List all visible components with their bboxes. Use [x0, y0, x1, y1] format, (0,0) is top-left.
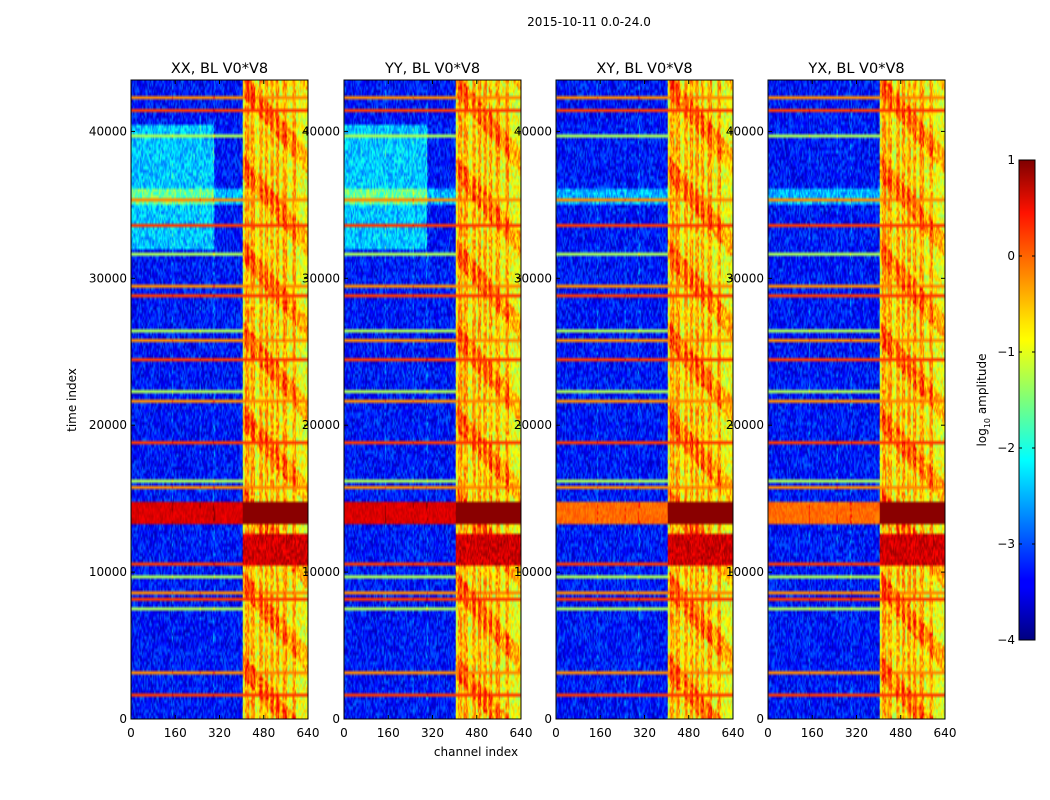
colorbar-label: log10 amplitude	[975, 354, 992, 447]
colorbar-tick-label: 0	[1007, 249, 1015, 263]
y-tick-label: 30000	[726, 271, 764, 285]
y-tick-label: 10000	[302, 565, 340, 579]
y-tick-label: 20000	[302, 418, 340, 432]
y-tick-label: 30000	[514, 271, 552, 285]
x-tick-label: 0	[764, 726, 772, 740]
heatmap-image	[768, 80, 945, 719]
x-tick-label: 160	[377, 726, 400, 740]
panel-title: YX, BL V0*V8	[807, 61, 904, 77]
panel-4: YX, BL V0*V8 0 160 320 480 640 0 10000 20000 3000…	[726, 61, 957, 740]
x-tick-label: 320	[633, 726, 656, 740]
colorbar-tick-label: −4	[997, 633, 1015, 647]
y-tick-label: 10000	[514, 565, 552, 579]
x-tick-label: 160	[589, 726, 612, 740]
colorbar-tick-label: −3	[997, 537, 1015, 551]
x-tick-label: 160	[164, 726, 187, 740]
y-tick-label: 40000	[726, 124, 764, 138]
colorbar-tick-label: −1	[997, 345, 1015, 359]
y-tick-label: 20000	[726, 418, 764, 432]
y-tick-label: 0	[756, 712, 764, 726]
y-tick-label: 20000	[89, 418, 127, 432]
panel-title: YY, BL V0*V8	[384, 61, 480, 77]
colorbar: 1 0 −1 −2 −3 −4 log10 amplitude	[975, 153, 1036, 647]
y-tick-label: 30000	[89, 271, 127, 285]
x-tick-label: 480	[677, 726, 700, 740]
colorbar-tick-label: −2	[997, 441, 1015, 455]
x-tick-label: 160	[801, 726, 824, 740]
panel-title: XX, BL V0*V8	[171, 61, 268, 77]
y-tick-label: 0	[119, 712, 127, 726]
panel-title: XY, BL V0*V8	[596, 61, 692, 77]
y-tick-label: 0	[544, 712, 552, 726]
x-tick-label: 320	[208, 726, 231, 740]
y-axis-label: time index	[65, 368, 79, 432]
x-tick-label: 640	[297, 726, 320, 740]
panel-3: XY, BL V0*V8 0 160 320 480 640 0 10000 20000 3000…	[514, 61, 745, 740]
y-tick-label: 20000	[514, 418, 552, 432]
x-tick-label: 0	[127, 726, 135, 740]
x-tick-label: 480	[889, 726, 912, 740]
y-tick-label: 30000	[302, 271, 340, 285]
figure-suptitle: 2015-10-11 0.0-24.0	[527, 15, 651, 29]
y-tick-label: 0	[332, 712, 340, 726]
x-axis-label: channel index	[434, 745, 518, 759]
colorbar-tick-label: 1	[1007, 153, 1015, 167]
y-tick-label: 10000	[726, 565, 764, 579]
x-tick-label: 320	[421, 726, 444, 740]
heatmap-image	[344, 80, 521, 719]
x-tick-label: 480	[465, 726, 488, 740]
x-tick-label: 0	[552, 726, 560, 740]
x-tick-label: 320	[845, 726, 868, 740]
x-tick-label: 0	[340, 726, 348, 740]
panel-2: YY, BL V0*V8 0 160 320 480 640 0 10000 20000 3000…	[302, 61, 533, 740]
y-tick-label: 10000	[89, 565, 127, 579]
x-tick-label: 640	[934, 726, 957, 740]
x-tick-label: 640	[722, 726, 745, 740]
x-tick-label: 480	[252, 726, 275, 740]
heatmap-image	[131, 80, 308, 719]
y-tick-label: 40000	[514, 124, 552, 138]
x-tick-label: 640	[510, 726, 533, 740]
y-tick-label: 40000	[89, 124, 127, 138]
panel-1: XX, BL V0*V8 0 160 320 480 640 0 10000 20000 3000…	[89, 61, 320, 740]
colorbar-gradient	[1018, 159, 1036, 641]
y-tick-label: 40000	[302, 124, 340, 138]
heatmap-image	[556, 80, 733, 719]
